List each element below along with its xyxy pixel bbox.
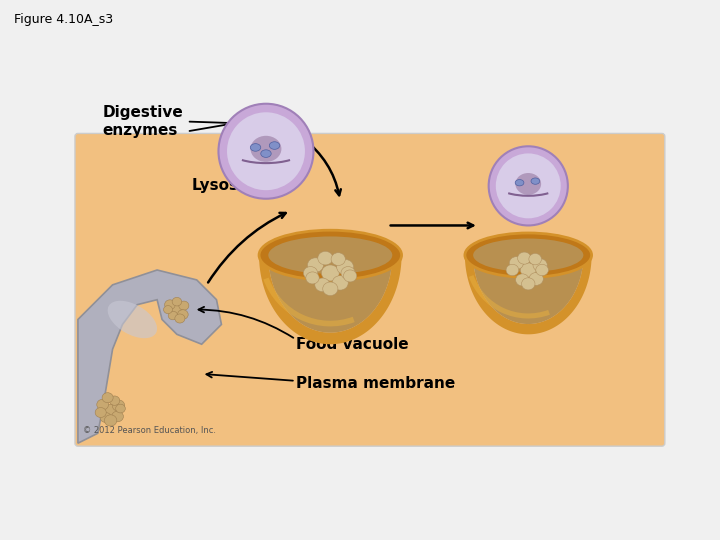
Ellipse shape (108, 301, 157, 338)
Ellipse shape (315, 278, 330, 292)
Ellipse shape (323, 282, 338, 295)
Ellipse shape (318, 251, 333, 265)
Ellipse shape (533, 259, 547, 272)
Circle shape (227, 112, 305, 190)
Polygon shape (269, 255, 392, 333)
Ellipse shape (269, 141, 280, 150)
Text: Figure 4.10A_s3: Figure 4.10A_s3 (14, 12, 113, 26)
Ellipse shape (96, 399, 109, 410)
Ellipse shape (321, 265, 339, 281)
Ellipse shape (269, 237, 392, 274)
Text: Plasma membrane: Plasma membrane (296, 376, 455, 392)
Ellipse shape (529, 273, 544, 285)
Ellipse shape (331, 253, 346, 266)
Circle shape (489, 146, 568, 226)
Ellipse shape (104, 404, 117, 417)
Ellipse shape (307, 258, 323, 272)
Ellipse shape (95, 408, 107, 417)
Ellipse shape (116, 404, 125, 413)
Ellipse shape (171, 304, 183, 315)
Ellipse shape (102, 393, 113, 403)
Ellipse shape (109, 396, 120, 406)
Text: Food vacuole: Food vacuole (296, 337, 408, 352)
Ellipse shape (516, 179, 524, 186)
Circle shape (496, 153, 561, 218)
Ellipse shape (536, 264, 549, 276)
Ellipse shape (261, 150, 271, 158)
Ellipse shape (100, 413, 111, 422)
Ellipse shape (531, 178, 540, 184)
Circle shape (218, 104, 313, 199)
Ellipse shape (343, 270, 357, 282)
Ellipse shape (112, 400, 125, 411)
Ellipse shape (179, 301, 189, 310)
Ellipse shape (251, 144, 261, 151)
Ellipse shape (473, 239, 583, 272)
Polygon shape (473, 255, 583, 324)
Ellipse shape (306, 272, 319, 284)
Ellipse shape (516, 173, 541, 195)
Ellipse shape (104, 415, 117, 426)
Ellipse shape (259, 230, 402, 280)
Polygon shape (78, 270, 222, 443)
Ellipse shape (178, 310, 188, 319)
Ellipse shape (521, 278, 535, 290)
Ellipse shape (332, 275, 348, 290)
Ellipse shape (303, 267, 318, 279)
Ellipse shape (175, 314, 185, 323)
Wedge shape (264, 278, 355, 326)
Ellipse shape (506, 264, 518, 276)
Text: Digestive
enzymes: Digestive enzymes (103, 105, 184, 138)
Ellipse shape (516, 274, 529, 286)
Ellipse shape (165, 300, 175, 309)
Text: © 2012 Pearson Education, Inc.: © 2012 Pearson Education, Inc. (83, 426, 216, 435)
FancyBboxPatch shape (75, 133, 665, 446)
Ellipse shape (163, 306, 173, 314)
Text: Lysosome: Lysosome (192, 178, 275, 193)
Ellipse shape (112, 411, 123, 422)
Ellipse shape (168, 311, 178, 320)
Ellipse shape (251, 136, 282, 162)
Ellipse shape (337, 259, 354, 275)
Ellipse shape (509, 256, 523, 269)
Polygon shape (259, 255, 402, 344)
Ellipse shape (172, 298, 181, 306)
Wedge shape (469, 275, 550, 319)
Ellipse shape (521, 263, 536, 277)
Ellipse shape (465, 233, 592, 278)
Polygon shape (465, 255, 592, 334)
Ellipse shape (529, 253, 541, 265)
Ellipse shape (518, 252, 531, 264)
Ellipse shape (341, 267, 355, 279)
